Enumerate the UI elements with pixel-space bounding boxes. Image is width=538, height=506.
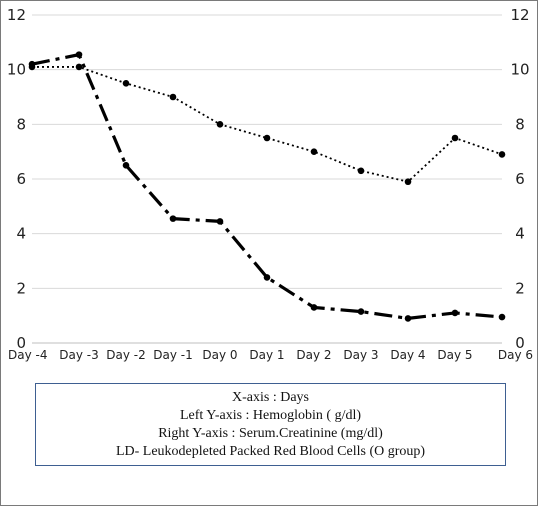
right-y-tick-label: 2 [515, 279, 525, 297]
x-tick-label: Day -2 [106, 348, 145, 362]
x-tick-label: Day -3 [59, 348, 98, 362]
series-layer [28, 51, 506, 322]
x-tick-label: Day 5 [437, 348, 472, 362]
data-point-right-axis [28, 63, 36, 71]
legend-line-note: LD- Leukodepleted Packed Red Blood Cells… [115, 443, 426, 459]
data-point-left-axis [263, 274, 271, 281]
x-tick-label: Day 6 [498, 348, 533, 362]
left-y-axis: 0 2 4 6 8 10 12 [7, 6, 26, 352]
left-y-tick-label: 6 [16, 170, 26, 188]
left-y-tick-label: 10 [7, 61, 26, 79]
legend-line-x-axis: X-axis : Days [232, 389, 309, 405]
left-y-tick-label: 0 [16, 334, 26, 352]
left-y-tick-label: 8 [16, 115, 26, 133]
x-tick-label: Day 1 [249, 348, 284, 362]
x-tick-label: Day 2 [296, 348, 331, 362]
data-point-right-axis [75, 63, 83, 71]
x-tick-label: Day 3 [343, 348, 378, 362]
data-point-right-axis [263, 134, 271, 142]
data-point-left-axis [404, 315, 412, 322]
right-y-tick-label: 12 [510, 6, 529, 24]
data-point-left-axis [169, 215, 177, 222]
data-point-left-axis [75, 51, 83, 58]
left-y-tick-label: 2 [16, 279, 26, 297]
left-y-tick-label: 12 [7, 6, 26, 24]
right-y-tick-label: 10 [510, 61, 529, 79]
data-point-right-axis [310, 148, 318, 155]
right-y-axis: 0 2 4 6 8 10 12 [510, 6, 529, 352]
gridlines [32, 14, 502, 344]
data-point-left-axis [216, 218, 224, 225]
data-point-left-axis [122, 162, 130, 169]
series-line-left-axis [31, 52, 503, 321]
x-tick-label: Day -1 [153, 348, 192, 362]
data-point-right-axis [122, 80, 130, 87]
right-y-tick-label: 0 [515, 334, 525, 352]
right-y-tick-label: 8 [515, 115, 525, 133]
right-y-tick-label: 6 [515, 170, 525, 188]
x-axis: Day -4 Day -3 Day -2 Day -1 Day 0 Day 1 Day 2 D… [8, 348, 533, 362]
right-y-tick-label: 4 [515, 225, 525, 243]
series-line-right-axis [32, 66, 503, 183]
data-point-right-axis [451, 134, 459, 142]
x-tick-label: Day -4 [8, 348, 47, 362]
left-y-tick-label: 4 [16, 225, 26, 243]
data-point-left-axis [357, 308, 365, 315]
data-point-right-axis [404, 178, 412, 186]
data-point-right-axis [169, 93, 177, 101]
x-tick-label: Day 0 [202, 348, 237, 362]
legend-line-left-y-axis: Left Y-axis : Hemoglobin ( g/dl) [179, 407, 362, 423]
legend-line-right-y-axis: Right Y-axis : Serum.Creatinine (mg/dl) [158, 425, 383, 441]
data-point-left-axis [498, 313, 506, 321]
data-point-left-axis [451, 309, 459, 317]
data-point-right-axis [498, 151, 506, 158]
data-point-right-axis [357, 167, 365, 175]
x-tick-label: Day 4 [390, 348, 425, 362]
legend-box: X-axis : Days Left Y-axis : Hemoglobin (… [35, 383, 506, 466]
data-point-right-axis [216, 121, 224, 128]
data-point-left-axis [310, 304, 318, 311]
